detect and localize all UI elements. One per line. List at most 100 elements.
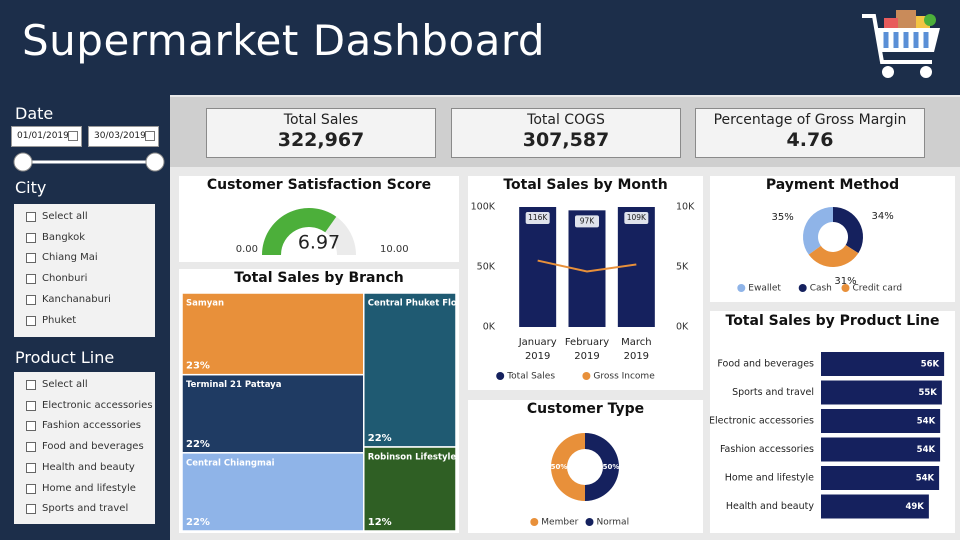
gauge-tick-label: 10.00 [380,244,409,255]
data-label: 35% [772,212,794,223]
checkbox[interactable] [26,400,36,411]
data-label: 116K [528,213,548,222]
box [896,10,916,28]
option-label: Home and lifestyle [42,482,136,494]
checkbox[interactable] [26,380,36,390]
dashboard-title: Supermarket Dashboard [22,16,546,65]
treemap-tile [363,446,457,532]
filter-option[interactable]: Food and beverages [14,438,155,456]
chart-title: Total Sales by Branch [234,270,404,286]
kpi-label: Total Sales [283,112,359,128]
kpi-card: Percentage of Gross Margin 4.76 [695,108,925,158]
filter-option[interactable]: Bangkok [14,229,155,247]
kpi-label: Total COGS [527,112,605,128]
checkbox[interactable] [26,504,36,515]
data-label: 109K [627,213,647,222]
y2-tick-label: 5K [676,262,689,273]
legend-swatch [798,284,807,292]
chart: 6.97 0.00 10.00 [236,208,409,255]
option-label: Bangkok [42,231,86,243]
checkbox[interactable] [26,212,36,222]
chart: Food and beverages 56K Sports and travel 55… [710,352,945,519]
option-label: Chonburi [42,273,88,285]
date-text: 30/03/2019 [94,131,146,141]
checkbox[interactable] [26,442,36,453]
checkbox[interactable] [26,253,36,264]
y-tick-label: Home and lifestyle [725,473,814,484]
filter-label: Date [15,104,54,123]
filter-option[interactable]: Chiang Mai [14,249,155,267]
filter-option[interactable]: Electronic accessories [14,397,155,415]
checkbox[interactable] [26,294,36,305]
checkbox[interactable] [26,462,36,473]
filter-option[interactable]: Home and lifestyle [14,480,155,498]
filter-option[interactable]: Kanchanaburi [14,291,155,309]
cart-grid [883,32,929,48]
donut-slice [808,245,859,267]
city-list: Select all Bangkok Chiang Mai Chonburi Kanch… [14,204,155,337]
filter-option[interactable]: Select all [14,376,155,394]
payment-panel: 35% 34% 31% Ewallet Cash Credit card Payment … [710,176,955,302]
legend-swatch [585,518,594,526]
filter-option[interactable]: Fashion accessories [14,417,155,435]
legend-label: Member [541,518,578,528]
tile-label: Central Chiangmai [186,458,275,468]
option-label: Health and beauty [42,461,135,473]
legend-swatch [530,518,539,526]
x-tick-label: February 2019 [565,337,609,362]
filter-option[interactable]: Select all [14,208,155,226]
filter-option[interactable]: Health and beauty [14,459,155,477]
gauge-tick-label: 0.00 [236,244,258,255]
filter-option[interactable]: Sports and travel [14,500,155,518]
kpi-card: Total Sales 322,967 [206,108,436,158]
tile-label: Robinson Lifestyle ... [368,453,459,463]
chart: Samyan 23% Terminal 21 Pattaya 22% Central C… [181,292,459,532]
x-tick-label-line: 2019 [574,351,599,362]
data-label: 50% [551,463,568,471]
data-label-box [575,215,599,228]
legend-swatch [582,372,591,380]
checkbox[interactable] [26,232,36,243]
checkbox[interactable] [26,274,36,285]
date-end[interactable]: 30/03/2019 [88,126,159,147]
y-tick-label: Fashion accessories [720,444,814,455]
legend-swatch [737,284,746,292]
slider-handle[interactable] [13,152,33,172]
tile-label: Central Phuket Flor... [368,299,459,309]
filter-option[interactable]: Phuket [14,312,155,330]
product-line-panel: Food and beverages 56K Sports and travel 55… [710,311,955,533]
y-tick-label: Health and beauty [726,501,815,512]
chart-title: Total Sales by Product Line [725,313,940,329]
data-label-box [624,212,649,224]
option-label: Food and beverages [42,441,144,453]
chart: 35% 34% 31% Ewallet Cash Credit card [737,207,903,294]
option-label: Select all [42,211,88,222]
donut-slice [585,433,619,501]
data-label: 50% [603,463,620,471]
treemap-panel: Samyan 23% Terminal 21 Pattaya 22% Central C… [179,269,459,533]
donut-slice [803,207,833,255]
tile-value-label: 12% [368,517,392,528]
treemap-tile [363,292,457,448]
legend-swatch [841,284,850,292]
date-start[interactable]: 01/01/2019 [11,126,82,147]
date-text: 01/01/2019 [17,131,69,141]
donut-slice [833,207,863,254]
checkbox[interactable] [26,315,36,326]
data-label: 49K [905,502,924,512]
option-label: Phuket [42,314,77,326]
bar [821,466,940,490]
checkbox[interactable] [26,421,36,432]
filter-option[interactable]: Chonburi [14,270,155,288]
chart: 50% 50% Member Normal [530,433,629,528]
tile-label: Samyan [186,299,224,309]
tile-label: Terminal 21 Pattaya [186,380,282,390]
legend-label: Credit card [853,284,903,294]
kpi-label: Percentage of Gross Margin [713,112,907,128]
y-tick-label: Electronic accessories [710,416,814,427]
option-label: Select all [42,379,88,390]
checkbox[interactable] [26,483,36,494]
data-label: 55K [918,388,937,398]
slider-handle[interactable] [145,152,165,172]
kpi-card: Total COGS 307,587 [451,108,681,158]
